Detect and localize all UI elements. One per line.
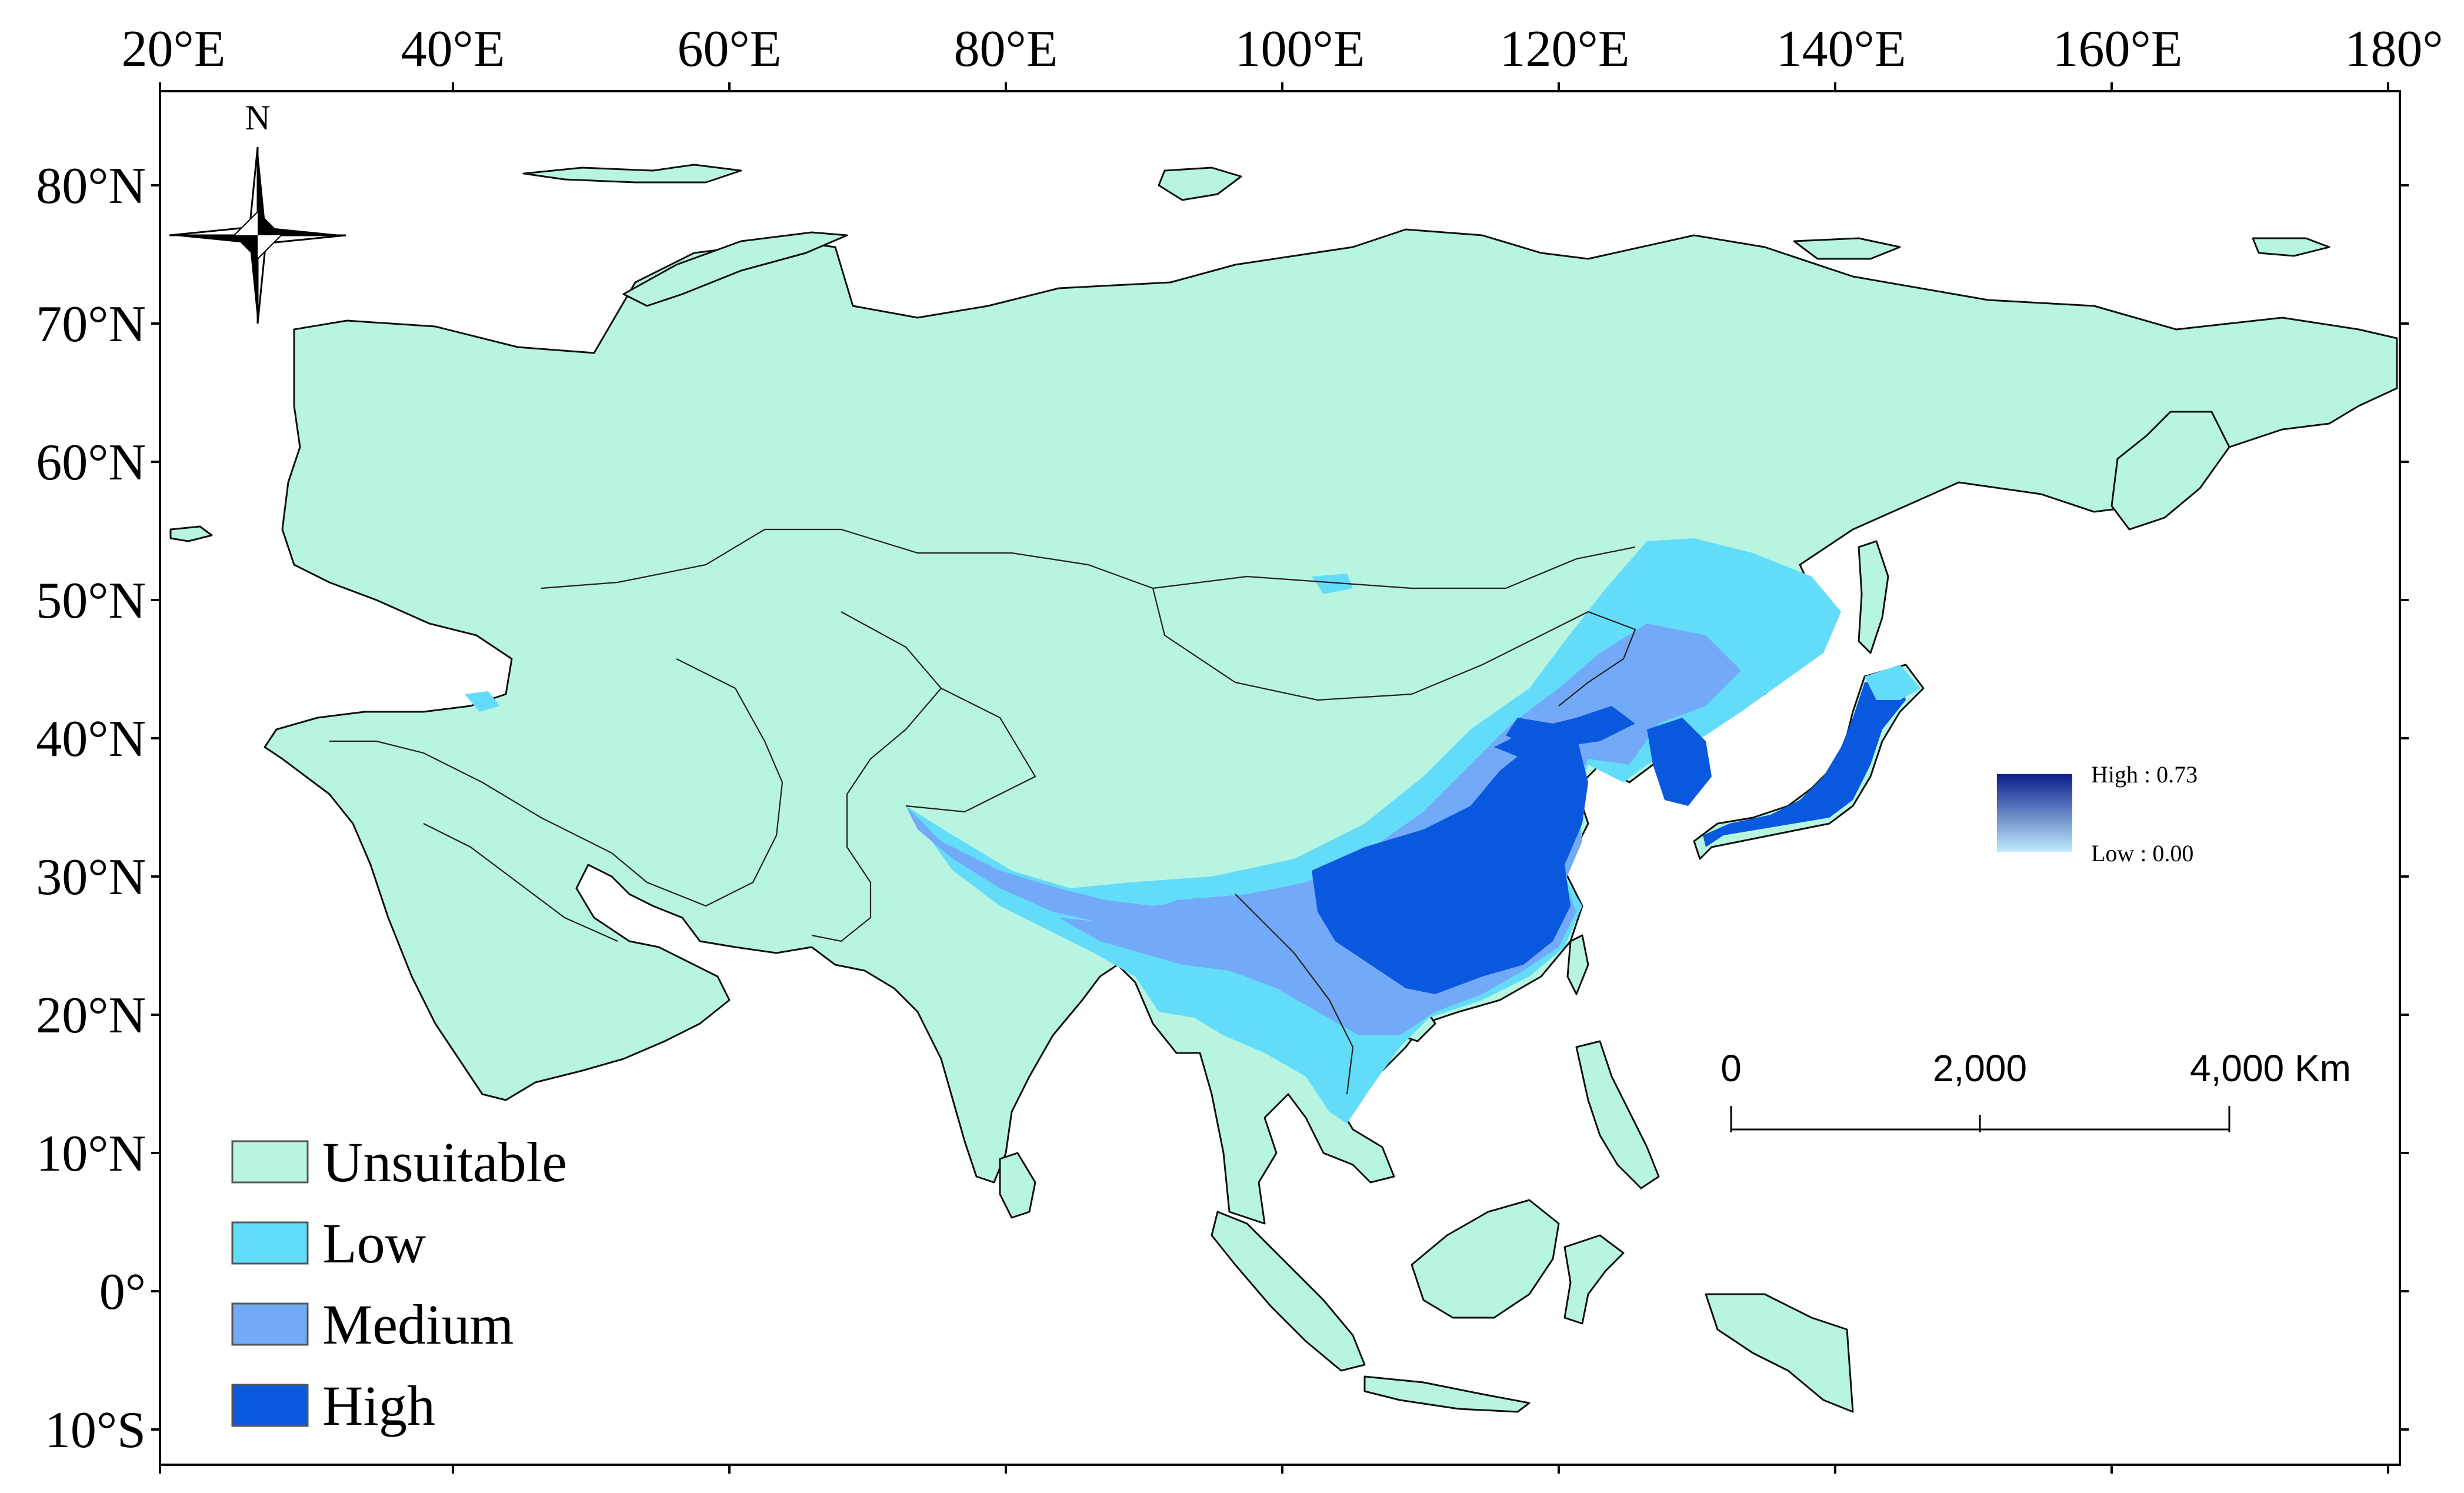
border-line [423,823,618,942]
west-island [169,525,213,542]
border-line [1152,588,1636,706]
landmass-layer [169,164,2398,1413]
suitability-layer [465,538,1920,1124]
ramp-high-label: High : 0.73 [2091,761,2198,788]
longitude-labels: 20°E 40°E 60°E 80°E 100°E 120°E 140°E 16… [122,21,2443,78]
legend-label-high: High [322,1374,435,1437]
lon-label: 20°E [122,21,226,78]
kamchatka-peninsula [2110,411,2230,531]
lat-label: 50°N [36,572,146,629]
border-line [541,528,1636,589]
border-line [905,688,1036,813]
legend-label-medium: Medium [322,1293,514,1356]
color-ramp-legend: High : 0.73 Low : 0.00 [1997,761,2198,867]
lat-label: 80°N [36,158,146,215]
north-arrow-label: N [245,98,270,137]
low-suitability-hokkaido [1865,665,1920,700]
legend-swatch-low [231,1221,309,1265]
border-line [482,658,783,907]
new-siberian-island [1793,237,1901,260]
lon-label: 40°E [401,21,505,78]
lat-label: 30°N [36,849,146,906]
lon-label: 120°E [1500,21,1630,78]
border-line [811,611,942,942]
sulawesi-island [1563,1234,1625,1325]
lon-label: 160°E [2053,21,2183,78]
taiwan-island [1566,934,1589,995]
high-suitability-zone [1312,718,1588,994]
svalbard-island [522,164,742,184]
legend-swatch-medium [231,1302,309,1346]
legend-label-low: Low [322,1212,426,1275]
scale-label-2000: 2,000 [1933,1047,2027,1089]
lat-label: 60°N [36,434,146,491]
sri-lanka-island [999,1152,1036,1219]
philippines-islands [1575,1040,1660,1189]
latitude-labels: 80°N 70°N 60°N 50°N 40°N 30°N 20°N 10°N … [36,158,146,1459]
medium-suitability-himalaya [906,806,1223,935]
lon-label: 140°E [1776,21,1906,78]
lat-label: 40°N [36,711,146,768]
low-suitability-mongolia-spot [1312,574,1353,594]
wrangel-island [2252,237,2330,257]
scale-label-4000: 4,000 Km [2190,1047,2351,1089]
legend-swatch-unsuitable [231,1140,309,1184]
ramp-low-label: Low : 0.00 [2091,840,2193,867]
high-suitability-japan [1703,676,1906,847]
lon-label: 60°E [678,21,782,78]
new-guinea-island [1705,1293,1854,1413]
country-borders [329,528,1636,1095]
lat-label: 20°N [36,987,146,1044]
high-suitability-north-china [1494,706,1635,759]
lat-label: 10°S [45,1402,146,1459]
lat-label: 0° [99,1264,146,1321]
severnaya-zemlya-island [1158,166,1242,201]
suitability-legend: Unsuitable Low Medium High [231,1131,567,1437]
lat-label: 70°N [36,296,146,353]
borneo-island [1411,1199,1560,1319]
scale-bar: 0 2,000 4,000 Km [1721,1047,2351,1132]
novaya-zemlya-island [622,231,848,307]
border-line [1235,894,1354,1095]
axis-ticks [151,82,2409,1474]
lon-label: 80°E [954,21,1058,78]
border-line [329,740,483,783]
scale-label-0: 0 [1721,1047,1742,1089]
low-suitability-caucasus [465,691,500,712]
sumatra-island [1211,1211,1366,1372]
sakhalin-island [1858,540,1889,654]
lon-label: 100°E [1235,21,1365,78]
lat-label: 10°N [36,1125,146,1182]
legend-swatch-high [231,1384,309,1427]
north-arrow: N [169,98,346,324]
eurasia-landmass [264,228,2398,1225]
lon-label: 180° [2345,21,2443,78]
color-ramp-bar [1997,774,2072,852]
high-suitability-korea [1647,718,1712,806]
java-island [1363,1375,1531,1413]
legend-label-unsuitable: Unsuitable [322,1131,567,1194]
